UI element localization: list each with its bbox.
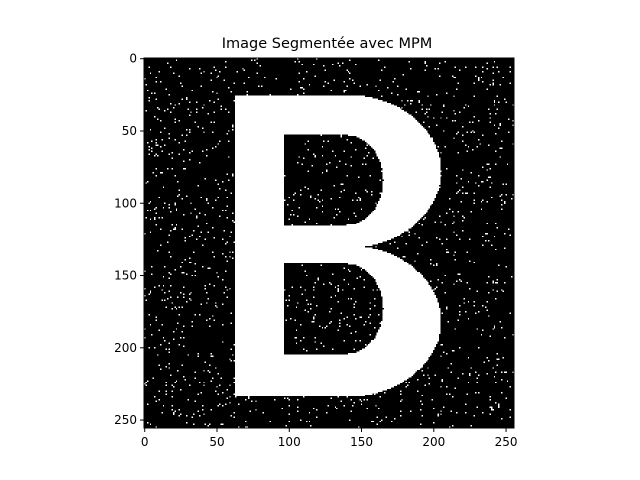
y-tick-label: 200	[114, 341, 137, 355]
x-tick-label: 150	[350, 435, 373, 449]
axes-frame	[143, 57, 515, 429]
x-tick-label: 250	[495, 435, 518, 449]
x-tick-label: 50	[209, 435, 224, 449]
y-tick-label: 50	[122, 124, 137, 138]
segmented-image-raster	[144, 58, 514, 428]
x-tick-label: 200	[422, 435, 445, 449]
chart-title: Image Segmentée avec MPM	[222, 36, 432, 52]
y-tick-label: 150	[114, 269, 137, 283]
x-axis: 0 50 100 150 200 250	[141, 428, 518, 449]
x-tick-label: 100	[278, 435, 301, 449]
y-tick-label: 250	[114, 413, 137, 427]
y-tick-label: 100	[114, 196, 137, 210]
y-axis: 0 50 100 150 200 250	[114, 52, 144, 427]
x-tick-label: 0	[141, 435, 149, 449]
segmented-image	[144, 58, 514, 428]
y-tick-label: 0	[129, 52, 137, 66]
